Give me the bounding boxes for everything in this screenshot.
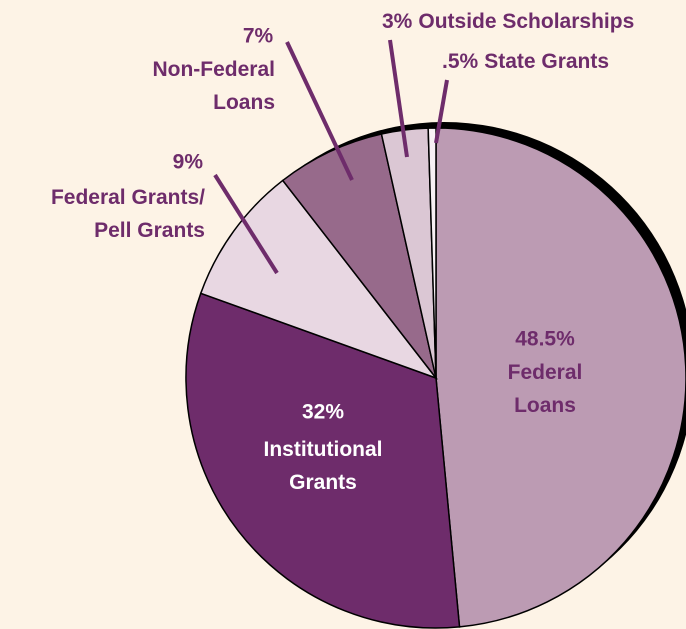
pie-slice — [185, 292, 461, 629]
category-label-line: Grants — [289, 471, 357, 494]
value-label: 32% — [302, 401, 344, 424]
value-label: .5% — [442, 50, 479, 73]
slice-label: 3% Outside Scholarships — [382, 10, 634, 33]
pie-slice — [281, 133, 437, 379]
category-label: Outside Scholarships — [418, 10, 634, 33]
category-label-line: Federal Grants/ — [51, 186, 205, 209]
category-label-line: Loans — [213, 91, 275, 114]
leader-line — [213, 173, 279, 275]
category-label-line: Institutional — [264, 438, 383, 461]
category-label: Non-Federal Loans — [152, 58, 275, 114]
category-label: Federal Grants/Pell Grants — [51, 186, 205, 242]
value-label: 3% — [382, 10, 413, 33]
value-label: 7% — [243, 25, 274, 48]
category-label: Federal Loans — [508, 361, 583, 417]
category-label-line: Federal — [508, 361, 583, 384]
category-label: Institutional Grants — [264, 438, 383, 494]
pie-slice — [427, 127, 437, 379]
leader-line — [434, 79, 449, 144]
slice-label: .5% State Grants — [442, 50, 609, 73]
category-label: State Grants — [484, 50, 609, 73]
value-label: 48.5% — [515, 328, 575, 351]
leader-line — [285, 41, 354, 181]
category-label-line: Non-Federal — [152, 58, 275, 81]
pie-slice — [199, 179, 439, 380]
category-label-line: Loans — [514, 394, 576, 417]
value-label: 9% — [173, 151, 204, 174]
leader-line — [388, 39, 409, 158]
category-label-line: Pell Grants — [94, 219, 205, 242]
